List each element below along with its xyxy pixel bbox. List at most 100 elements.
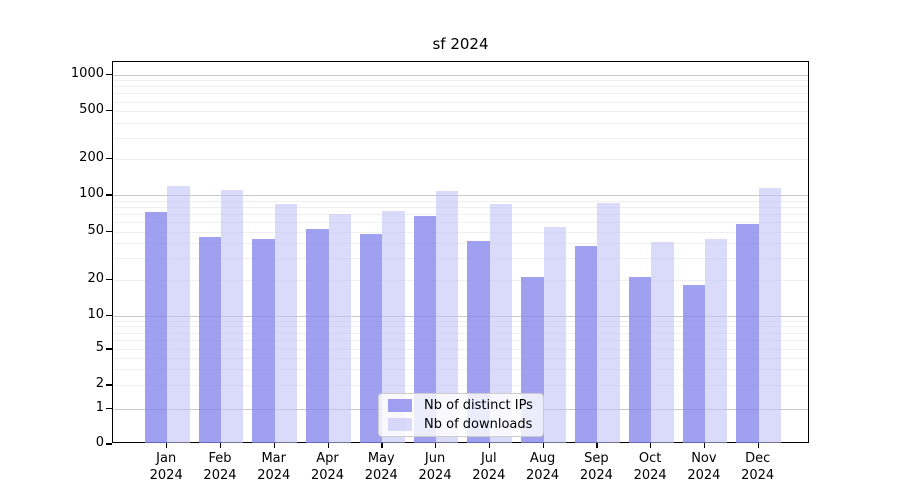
x-tick-mark xyxy=(703,443,706,448)
bar-jul-downloads xyxy=(489,204,513,443)
x-tick-mark xyxy=(273,443,276,448)
bar-jan-downloads xyxy=(167,185,190,443)
y-tick-mark xyxy=(106,194,112,196)
x-tick-mark xyxy=(166,443,168,448)
minor-gridline xyxy=(113,243,808,245)
minor-gridline xyxy=(113,222,808,224)
bar-apr-downloads xyxy=(328,213,351,443)
bar-nov-downloads xyxy=(704,239,728,443)
legend-item-downloads: Nb of downloads xyxy=(388,417,534,433)
bar-apr-distinct-ips xyxy=(306,228,329,443)
y-tick-label: 2 xyxy=(95,376,104,392)
minor-gridline xyxy=(113,369,808,371)
x-tick-label-jan: Jan 2024 xyxy=(149,451,183,483)
bar-jul-distinct-ips xyxy=(467,240,490,443)
minor-gridline xyxy=(113,332,808,334)
minor-gridline xyxy=(113,326,808,328)
y-tick-mark xyxy=(106,384,112,386)
legend-label-distinct-ips: Nb of distinct IPs xyxy=(424,397,533,413)
bar-oct-distinct-ips xyxy=(628,276,652,443)
bar-oct-downloads xyxy=(651,241,674,443)
legend-swatch-downloads xyxy=(388,418,412,431)
major-gridline xyxy=(113,74,808,76)
bar-dec-downloads xyxy=(758,187,782,443)
y-tick-label: 1000 xyxy=(70,65,104,81)
x-tick-mark xyxy=(219,443,222,448)
bar-mar-downloads xyxy=(274,204,298,443)
y-tick-mark xyxy=(106,278,112,280)
y-tick-label: 500 xyxy=(79,102,104,118)
bar-jun-downloads xyxy=(436,191,459,443)
bar-may-downloads xyxy=(382,211,405,443)
legend: Nb of distinct IPs Nb of downloads xyxy=(378,393,544,437)
x-tick-label-jun: Jun 2024 xyxy=(418,451,452,483)
x-tick-mark xyxy=(381,443,383,448)
major-gridline xyxy=(113,315,808,317)
bar-mar-distinct-ips xyxy=(252,239,275,443)
y-tick-label: 10 xyxy=(87,306,104,322)
x-tick-mark xyxy=(327,443,329,448)
x-tick-label-may: May 2024 xyxy=(364,451,398,483)
x-tick-mark xyxy=(488,443,491,448)
y-tick-label: 50 xyxy=(87,222,104,238)
chart-title: sf 2024 xyxy=(432,35,489,53)
bar-may-distinct-ips xyxy=(359,233,383,443)
bar-sep-downloads xyxy=(597,203,620,443)
x-tick-label-feb: Feb 2024 xyxy=(203,451,237,483)
minor-gridline xyxy=(113,349,808,351)
legend-item-distinct-ips: Nb of distinct IPs xyxy=(388,398,534,414)
y-tick-label: 1 xyxy=(95,399,104,415)
bar-feb-distinct-ips xyxy=(198,237,221,443)
y-tick-mark xyxy=(106,158,112,160)
minor-gridline xyxy=(113,279,808,281)
minor-gridline xyxy=(113,320,808,322)
x-tick-mark xyxy=(650,443,652,448)
legend-label-downloads: Nb of downloads xyxy=(424,416,533,432)
bar-feb-downloads xyxy=(220,190,244,443)
x-tick-label-mar: Mar 2024 xyxy=(257,451,291,483)
x-tick-mark xyxy=(542,443,544,448)
x-tick-mark xyxy=(757,443,759,448)
y-tick-label: 100 xyxy=(79,186,104,202)
minor-gridline xyxy=(113,258,808,260)
y-tick-mark xyxy=(106,110,112,112)
minor-gridline xyxy=(113,200,808,202)
minor-gridline xyxy=(113,111,808,113)
legend-swatch-distinct-ips xyxy=(388,399,412,412)
bar-nov-distinct-ips xyxy=(682,285,705,443)
minor-gridline xyxy=(113,93,808,95)
y-tick-mark xyxy=(106,73,112,76)
y-tick-mark xyxy=(106,314,112,317)
minor-gridline xyxy=(113,80,808,82)
y-tick-mark xyxy=(106,443,112,445)
y-tick-label: 20 xyxy=(87,270,104,286)
x-tick-label-dec: Dec 2024 xyxy=(741,451,775,483)
bar-aug-downloads xyxy=(543,226,566,443)
y-tick-label: 200 xyxy=(79,150,104,166)
minor-gridline xyxy=(113,159,808,161)
x-tick-label-jul: Jul 2024 xyxy=(472,451,506,483)
y-tick-label: 5 xyxy=(95,340,104,356)
minor-gridline xyxy=(113,206,808,208)
x-tick-mark xyxy=(596,443,598,448)
x-tick-label-oct: Oct 2024 xyxy=(633,451,667,483)
minor-gridline xyxy=(113,231,808,233)
bar-jan-distinct-ips xyxy=(144,212,168,443)
minor-gridline xyxy=(113,86,808,88)
y-tick-label: 0 xyxy=(95,435,104,451)
y-tick-mark xyxy=(106,407,112,409)
x-tick-label-nov: Nov 2024 xyxy=(687,451,721,483)
bar-jun-distinct-ips xyxy=(413,216,437,443)
bar-sep-distinct-ips xyxy=(574,245,598,443)
x-tick-label-apr: Apr 2024 xyxy=(310,451,345,483)
minor-gridline xyxy=(113,137,808,139)
major-gridline xyxy=(113,195,808,197)
minor-gridline xyxy=(113,358,808,360)
minor-gridline xyxy=(113,101,808,103)
x-tick-label-sep: Sep 2024 xyxy=(579,451,613,483)
minor-gridline xyxy=(113,385,808,387)
x-tick-mark xyxy=(435,443,437,448)
bar-dec-distinct-ips xyxy=(736,223,759,443)
y-tick-mark xyxy=(106,348,112,350)
